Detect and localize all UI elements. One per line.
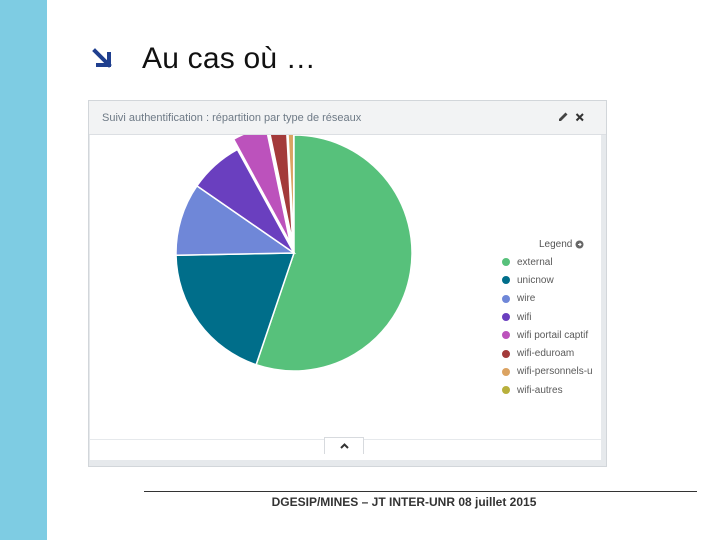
slide-title: Au cas où … xyxy=(142,42,316,75)
pie-slice-wifi-eduroam[interactable] xyxy=(268,135,294,243)
legend-item[interactable]: wire xyxy=(502,290,593,308)
legend-label: wifi-autres xyxy=(517,384,563,396)
legend-swatch xyxy=(502,313,510,322)
widget-title: Suivi authentification : répartition par… xyxy=(102,112,362,124)
legend-item[interactable]: unicnow xyxy=(502,271,593,289)
close-icon[interactable] xyxy=(573,109,587,125)
legend-label: wifi portail captif xyxy=(517,329,589,341)
legend-swatch xyxy=(502,331,510,340)
pencil-icon[interactable] xyxy=(556,109,570,125)
pie-slice-external[interactable] xyxy=(255,135,413,372)
slide-footer: DGESIP/MINES – JT INTER-UNR 08 juillet 2… xyxy=(271,495,537,509)
widget-header: Suivi authentification : répartition par… xyxy=(89,101,606,135)
pie-slice-wifi-portail-captif[interactable] xyxy=(232,135,291,244)
legend-swatch xyxy=(502,276,510,285)
circle-arrow-icon[interactable] xyxy=(575,240,584,249)
legend-title[interactable]: Legend xyxy=(539,239,584,250)
side-band xyxy=(0,0,47,540)
pie-slice-wire[interactable] xyxy=(175,184,297,257)
dashboard-widget: Suivi authentification : répartition par… xyxy=(88,100,607,467)
legend-item[interactable]: wifi-personnels-u xyxy=(502,363,593,381)
legend-list: external unicnow wire wifi wifi portail capt… xyxy=(502,253,593,399)
legend-item[interactable]: wifi-autres xyxy=(502,381,593,399)
legend-item[interactable]: wifi portail captif xyxy=(502,326,593,344)
legend-item[interactable]: wifi-eduroam xyxy=(502,344,593,362)
legend-swatch xyxy=(502,258,510,267)
legend-label: wifi-eduroam xyxy=(517,348,575,360)
legend-label: external xyxy=(517,256,553,268)
pie-slice-wifi-personnels-u[interactable] xyxy=(287,135,295,243)
legend-label: wifi-personnels-u xyxy=(517,366,593,378)
pie-slice-wifi[interactable] xyxy=(195,148,295,254)
legend-swatch xyxy=(502,367,510,376)
legend-label: wire xyxy=(517,293,536,305)
pie-chart xyxy=(175,135,413,372)
legend-label: unicnow xyxy=(517,274,554,286)
footer-rule xyxy=(144,491,697,492)
legend-item[interactable]: wifi xyxy=(502,308,593,326)
collapse-button[interactable] xyxy=(324,437,364,454)
legend-item[interactable]: external xyxy=(502,253,593,271)
pie-slice-unicnow[interactable] xyxy=(175,252,296,366)
legend-swatch xyxy=(502,349,510,358)
legend-label: wifi xyxy=(517,311,532,323)
chart-area: Legend external unicnow wire wifi wifi porta… xyxy=(90,135,601,439)
legend-swatch xyxy=(502,294,510,303)
legend-swatch xyxy=(502,386,510,395)
arrow-down-right-icon xyxy=(92,48,112,68)
chevron-up-icon xyxy=(340,443,349,449)
